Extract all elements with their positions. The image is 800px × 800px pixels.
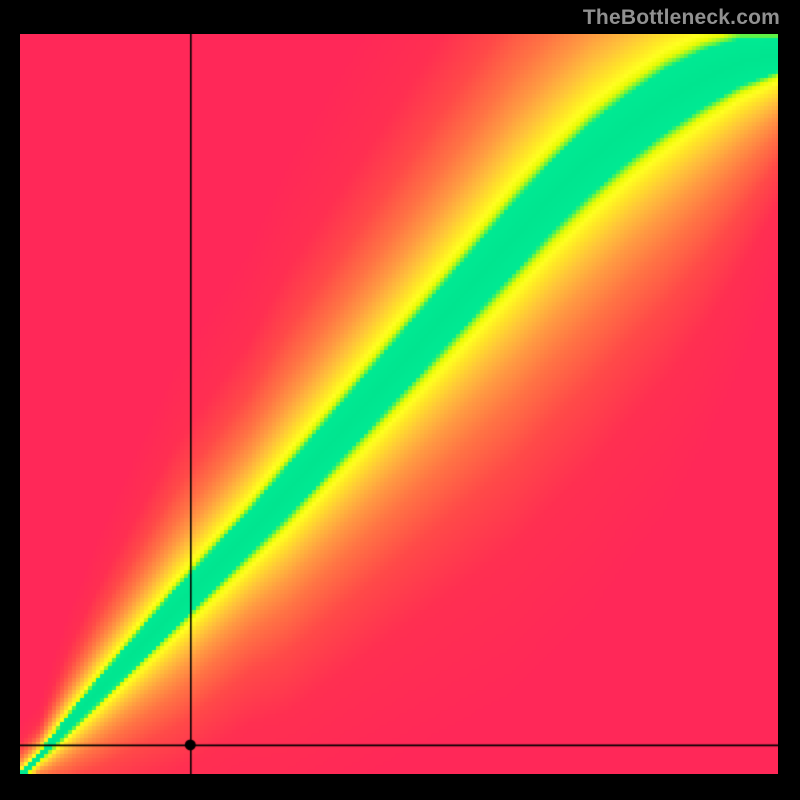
watermark-text: TheBottleneck.com [583, 6, 780, 30]
bottleneck-heatmap [20, 34, 778, 774]
